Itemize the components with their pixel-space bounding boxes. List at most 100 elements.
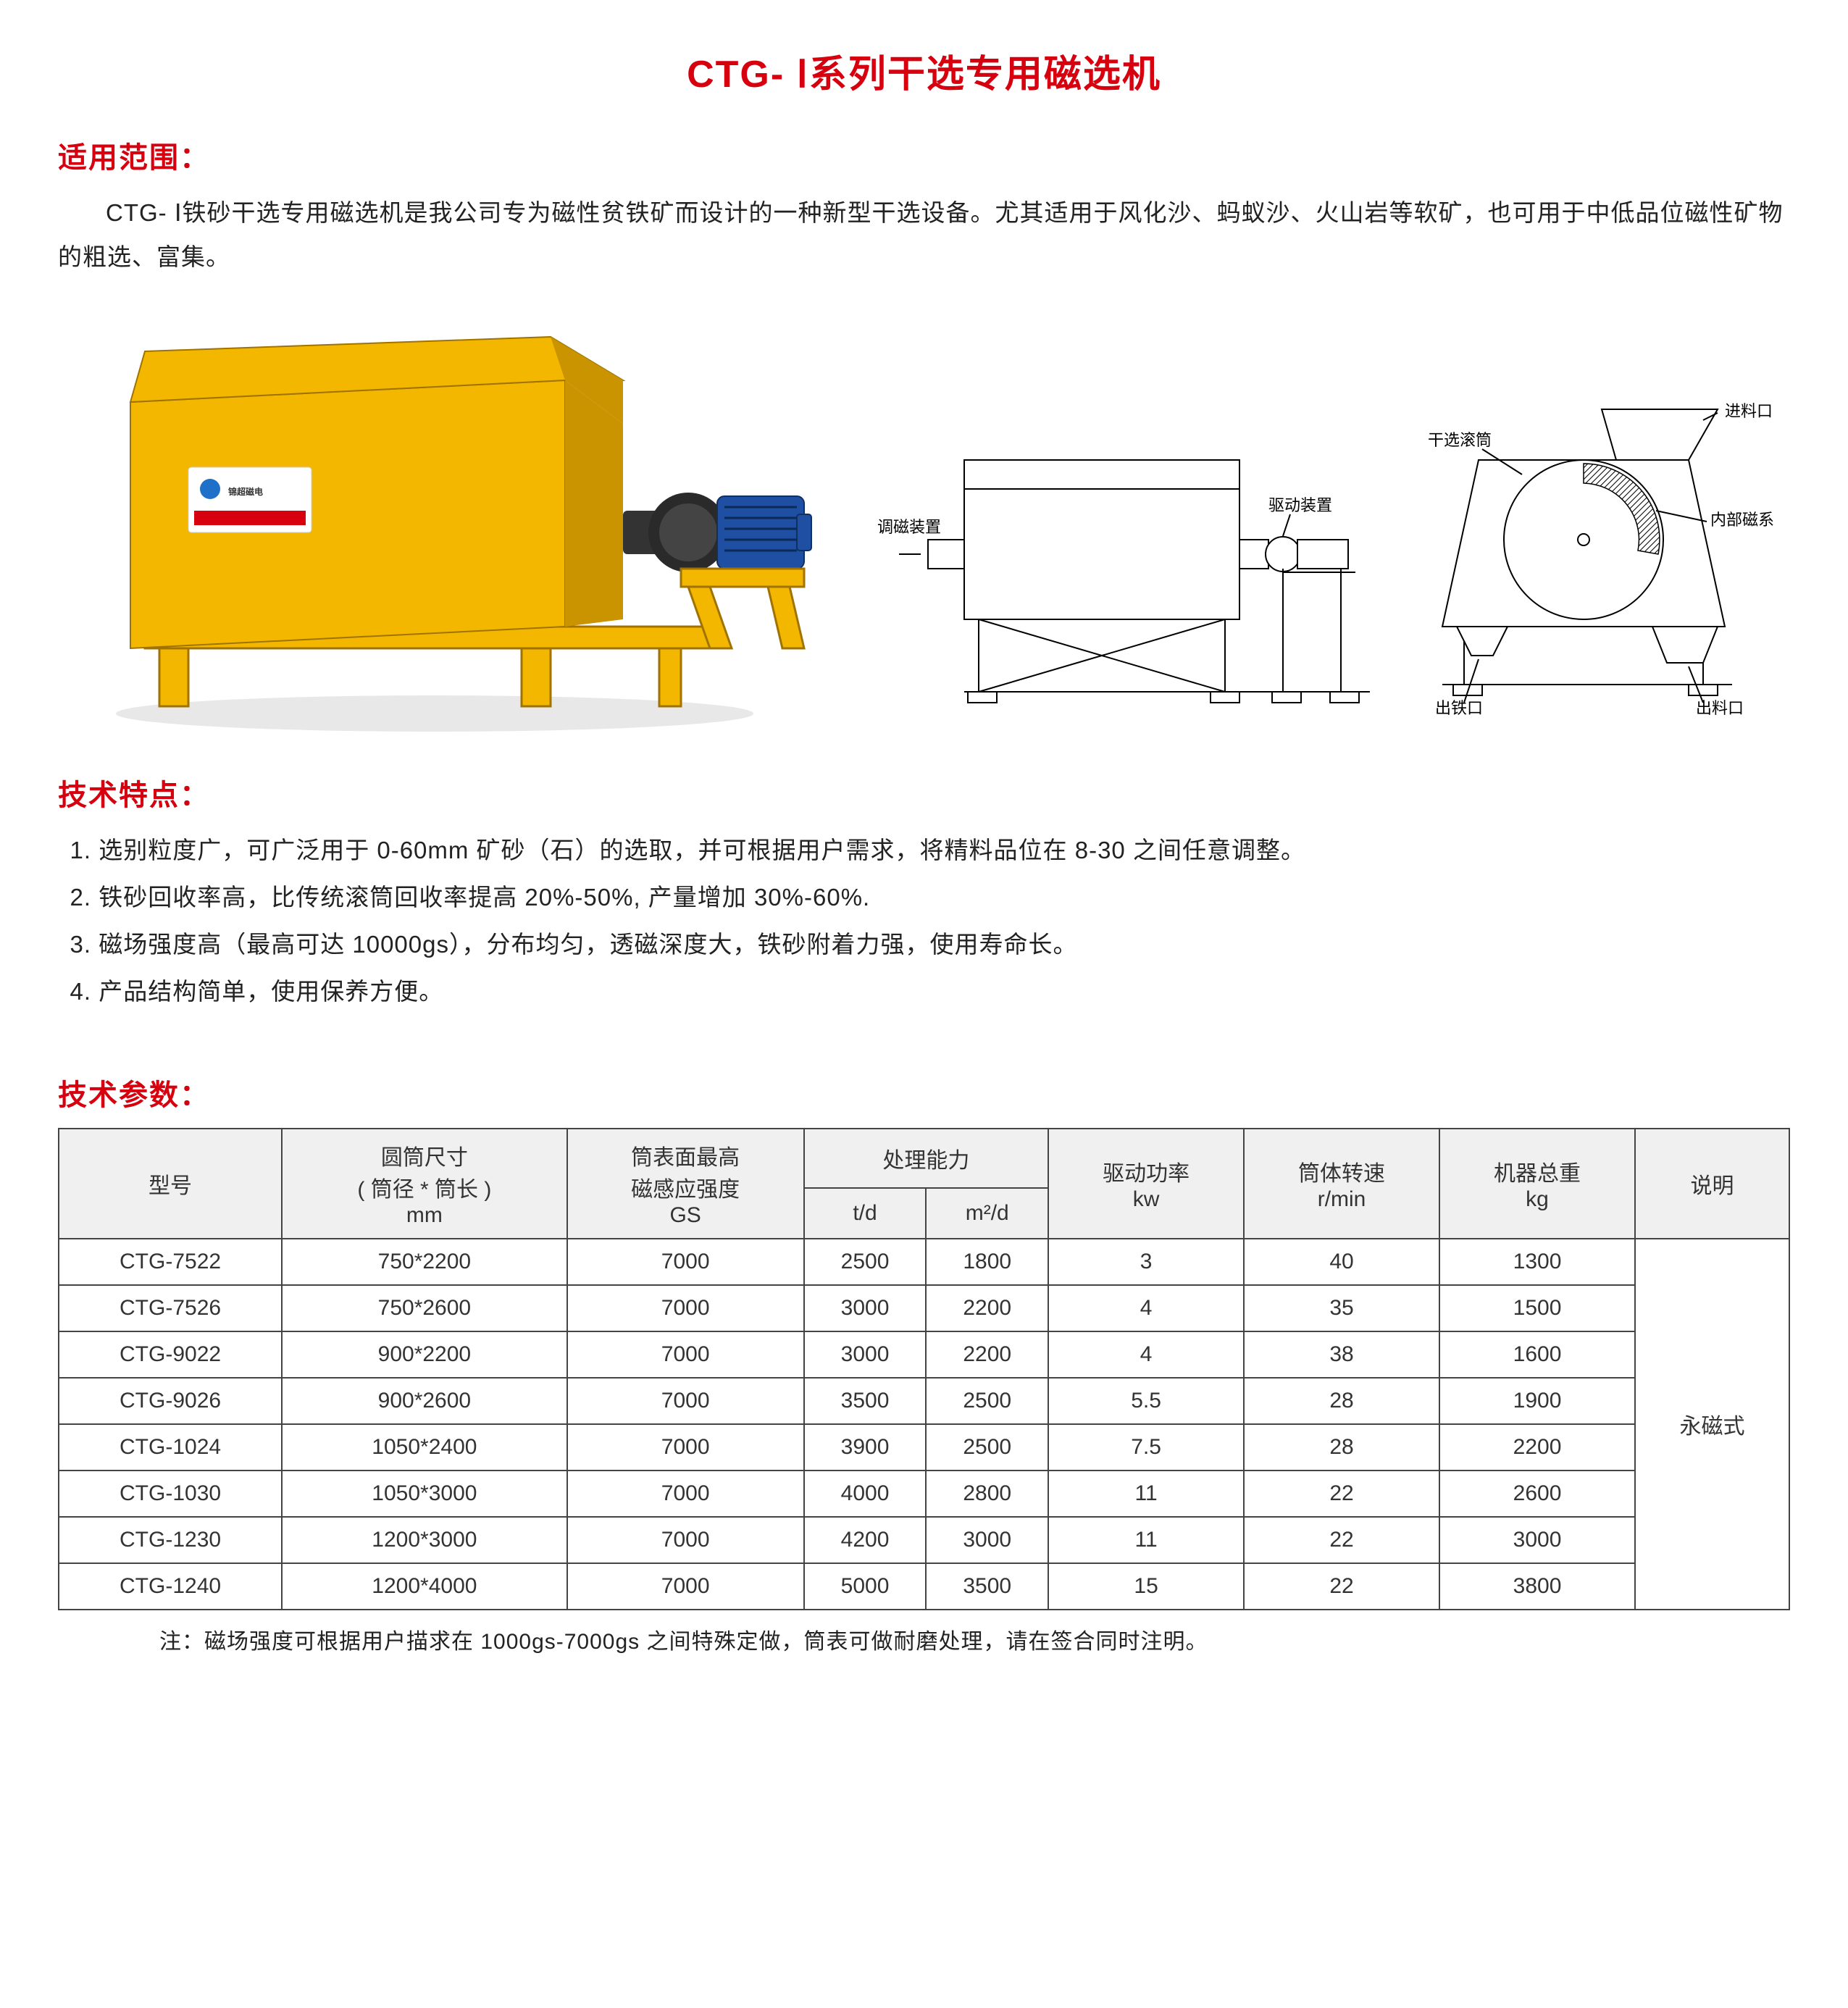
table-row: CTG-7526750*26007000300022004351500	[59, 1285, 1789, 1331]
table-cell: 4200	[804, 1517, 927, 1563]
th-weight: 机器总重 kg	[1439, 1129, 1635, 1239]
table-cell: 7000	[567, 1331, 804, 1378]
table-cell: 5000	[804, 1563, 927, 1610]
remark-cell: 永磁式	[1635, 1239, 1789, 1610]
table-cell: 3000	[1439, 1517, 1635, 1563]
th-m2d: m²/d	[926, 1188, 1048, 1239]
table-cell: 3000	[926, 1517, 1048, 1563]
table-cell: 7000	[567, 1378, 804, 1424]
table-cell: 7000	[567, 1563, 804, 1610]
table-cell: 7000	[567, 1239, 804, 1285]
label-mag: 内部磁系	[1710, 511, 1774, 529]
table-cell: CTG-1030	[59, 1471, 282, 1517]
th-speed-l2: r/min	[1318, 1187, 1366, 1211]
table-cell: 1800	[926, 1239, 1048, 1285]
features-heading: 技术特点：	[58, 771, 1790, 813]
th-gs-l1: 筒表面最高	[631, 1146, 740, 1170]
th-gs: 筒表面最高 磁感应强度 GS	[567, 1129, 804, 1239]
table-row: CTG-9022900*22007000300022004381600	[59, 1331, 1789, 1378]
params-table: 型号 圆筒尺寸 ( 筒径 * 筒长 ) mm 筒表面最高 磁感应强度 GS 处理…	[58, 1128, 1790, 1610]
label-adjust: 调磁装置	[877, 518, 941, 536]
feature-item: 2. 铁砂回收率高，比传统滚筒回收率提高 20%-50%, 产量增加 30%-6…	[70, 875, 1791, 919]
table-cell: 7000	[567, 1471, 804, 1517]
machine-photo: 锦超磁电	[58, 308, 819, 742]
table-cell: 28	[1244, 1424, 1439, 1471]
table-cell: 2200	[1439, 1424, 1635, 1471]
table-cell: 3000	[804, 1331, 927, 1378]
table-cell: 15	[1048, 1563, 1244, 1610]
table-cell: 3000	[804, 1285, 927, 1331]
table-cell: 4000	[804, 1471, 927, 1517]
params-heading: 技术参数：	[58, 1071, 1790, 1113]
table-cell: 750*2200	[282, 1239, 567, 1285]
schematic-group: 调磁装置 驱动装置 进料口	[877, 395, 1790, 742]
table-cell: 1200*3000	[282, 1517, 567, 1563]
table-cell: 1200*4000	[282, 1563, 567, 1610]
feature-item: 3. 磁场强度高（最高可达 10000gs），分布均匀，透磁深度大，铁砂附着力强…	[70, 922, 1791, 966]
table-cell: 35	[1244, 1285, 1439, 1331]
table-cell: 7000	[567, 1517, 804, 1563]
th-size: 圆筒尺寸 ( 筒径 * 筒长 ) mm	[282, 1129, 567, 1239]
th-capacity: 处理能力	[804, 1129, 1048, 1188]
table-cell: 1050*2400	[282, 1424, 567, 1471]
schematic-front: 调磁装置 驱动装置	[877, 417, 1399, 742]
table-cell: 2200	[926, 1331, 1048, 1378]
table-row: CTG-12301200*300070004200300011223000	[59, 1517, 1789, 1563]
table-cell: 1900	[1439, 1378, 1635, 1424]
table-cell: 1500	[1439, 1285, 1635, 1331]
th-power-l1: 驱动功率	[1103, 1162, 1190, 1186]
table-cell: CTG-7522	[59, 1239, 282, 1285]
table-cell: 2800	[926, 1471, 1048, 1517]
th-model: 型号	[59, 1129, 282, 1239]
label-feed: 进料口	[1725, 402, 1773, 420]
svg-text:锦超磁电: 锦超磁电	[228, 486, 263, 497]
th-size-l1: 圆筒尺寸	[381, 1146, 468, 1170]
table-cell: 3500	[926, 1563, 1048, 1610]
label-iron-out: 出铁口	[1435, 699, 1483, 717]
table-row: CTG-10301050*300070004000280011222600	[59, 1471, 1789, 1517]
th-gs-l3: GS	[669, 1203, 701, 1227]
table-cell: 900*2200	[282, 1331, 567, 1378]
table-cell: 2500	[926, 1424, 1048, 1471]
table-row: CTG-10241050*24007000390025007.5282200	[59, 1424, 1789, 1471]
table-cell: 2600	[1439, 1471, 1635, 1517]
table-cell: CTG-7526	[59, 1285, 282, 1331]
th-remark: 说明	[1635, 1129, 1789, 1239]
th-size-l3: mm	[406, 1203, 443, 1227]
table-cell: 3	[1048, 1239, 1244, 1285]
table-cell: 7000	[567, 1424, 804, 1471]
th-td: t/d	[804, 1188, 927, 1239]
th-speed: 筒体转速 r/min	[1244, 1129, 1439, 1239]
scope-heading: 适用范围：	[58, 134, 1790, 176]
table-row: CTG-9026900*26007000350025005.5281900	[59, 1378, 1789, 1424]
table-cell: 3500	[804, 1378, 927, 1424]
table-cell: 1050*3000	[282, 1471, 567, 1517]
th-weight-l2: kg	[1526, 1187, 1549, 1211]
table-cell: 28	[1244, 1378, 1439, 1424]
table-row: CTG-7522750*22007000250018003401300永磁式	[59, 1239, 1789, 1285]
table-cell: CTG-9026	[59, 1378, 282, 1424]
table-cell: 4	[1048, 1331, 1244, 1378]
table-cell: 22	[1244, 1563, 1439, 1610]
page-title: CTG- Ⅰ系列干选专用磁选机	[58, 43, 1790, 98]
table-cell: 11	[1048, 1517, 1244, 1563]
table-cell: 22	[1244, 1517, 1439, 1563]
table-cell: 7000	[567, 1285, 804, 1331]
table-cell: 11	[1048, 1471, 1244, 1517]
table-cell: 2200	[926, 1285, 1048, 1331]
table-cell: 1600	[1439, 1331, 1635, 1378]
table-cell: 7.5	[1048, 1424, 1244, 1471]
table-cell: CTG-1230	[59, 1517, 282, 1563]
th-power-l2: kw	[1133, 1187, 1160, 1211]
images-row: 锦超磁电	[58, 308, 1790, 742]
th-weight-l1: 机器总重	[1494, 1162, 1581, 1186]
table-cell: CTG-9022	[59, 1331, 282, 1378]
label-drive: 驱动装置	[1268, 496, 1332, 514]
table-cell: 2500	[804, 1239, 927, 1285]
feature-item: 4. 产品结构简单，使用保养方便。	[70, 969, 1791, 1013]
table-cell: 900*2600	[282, 1378, 567, 1424]
feature-item: 1. 选别粒度广，可广泛用于 0-60mm 矿砂（石）的选取，并可根据用户需求，…	[70, 828, 1791, 872]
table-cell: 22	[1244, 1471, 1439, 1517]
table-cell: 3800	[1439, 1563, 1635, 1610]
th-gs-l2: 磁感应强度	[631, 1178, 740, 1202]
